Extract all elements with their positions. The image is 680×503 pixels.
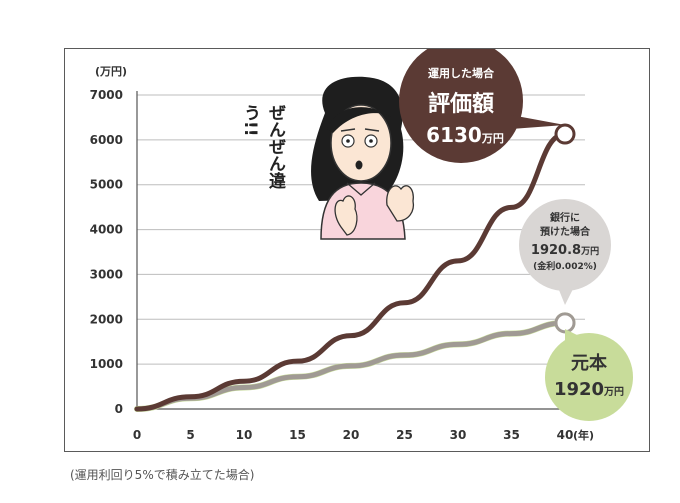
x-tick-label: 35 bbox=[503, 428, 520, 442]
end-marker-invest bbox=[554, 123, 576, 145]
x-tick-label: 15 bbox=[289, 428, 306, 442]
y-tick-label: 4000 bbox=[90, 223, 123, 237]
invest-callout-line1: 運用した場合 bbox=[428, 66, 495, 80]
y-tick-label: 5000 bbox=[90, 178, 123, 192]
line-chart: 0 1000 2000 3000 4000 5000 6000 7000 0 5 10 15 20 25… bbox=[90, 49, 633, 442]
y-tick-label: 1000 bbox=[90, 357, 123, 371]
y-tick-label: 0 bbox=[115, 402, 123, 416]
x-tick-label: 30 bbox=[450, 428, 467, 442]
bank-callout: 銀行に 預けた場合 1920.8万円 (金利0.002%) bbox=[519, 199, 611, 305]
invest-callout-amount: 6130万円 bbox=[426, 123, 504, 147]
bank-callout-note: (金利0.002%) bbox=[533, 260, 597, 272]
principal-callout: 元本 1920万円 bbox=[545, 329, 633, 421]
x-axis-ticks: 0 5 10 15 20 25 30 35 40 bbox=[133, 428, 574, 442]
chart-frame: 0 1000 2000 3000 4000 5000 6000 7000 0 5 10 15 20 25… bbox=[64, 48, 650, 452]
x-tick-label: 20 bbox=[343, 428, 360, 442]
x-tick-label: 5 bbox=[186, 428, 194, 442]
chart-caption: (運用利回り5%で積み立てた場合) bbox=[70, 468, 255, 482]
x-tick-label: 10 bbox=[236, 428, 253, 442]
y-axis-ticks: 0 1000 2000 3000 4000 5000 6000 7000 bbox=[90, 88, 123, 416]
invest-callout-line2: 評価額 bbox=[428, 91, 494, 117]
y-tick-label: 2000 bbox=[90, 312, 123, 326]
surprised-woman-illustration bbox=[311, 76, 415, 240]
bank-callout-amount: 1920.8万円 bbox=[531, 243, 599, 258]
bank-callout-line1: 銀行に bbox=[550, 211, 580, 224]
bank-callout-line2: 預けた場合 bbox=[540, 225, 591, 238]
x-tick-label: 25 bbox=[396, 428, 413, 442]
x-axis-unit: (年) bbox=[573, 428, 594, 442]
principal-callout-amount: 1920万円 bbox=[554, 379, 624, 400]
y-tick-label: 3000 bbox=[90, 267, 123, 281]
end-markers bbox=[554, 123, 576, 334]
series-lines bbox=[134, 131, 568, 412]
x-tick-label: 40 bbox=[557, 428, 574, 442]
y-tick-label: 7000 bbox=[90, 88, 123, 102]
invest-callout: 運用した場合 評価額 6130万円 bbox=[399, 49, 565, 163]
exclamation-text: ぜんぜん違う!! bbox=[240, 104, 285, 189]
x-tick-label: 0 bbox=[133, 428, 141, 442]
y-tick-label: 6000 bbox=[90, 133, 123, 147]
principal-callout-line1: 元本 bbox=[571, 352, 607, 374]
series-line-invest bbox=[134, 131, 568, 412]
y-axis-unit: (万円) bbox=[95, 65, 127, 78]
